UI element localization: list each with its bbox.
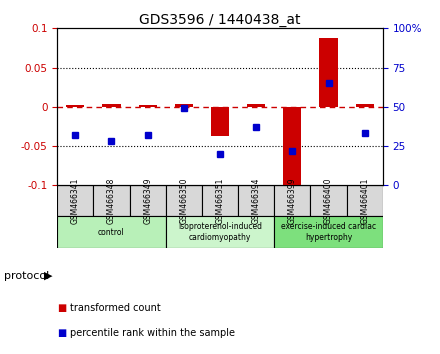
Bar: [129, 185, 166, 216]
Text: GSM466401: GSM466401: [360, 178, 369, 224]
Text: control: control: [98, 228, 125, 236]
Bar: [319, 38, 337, 107]
Bar: [166, 185, 202, 216]
Text: ▶: ▶: [44, 271, 52, 281]
Bar: [139, 105, 157, 107]
Bar: [356, 104, 374, 107]
Bar: [274, 216, 383, 248]
Bar: [66, 105, 84, 107]
Text: GSM466349: GSM466349: [143, 177, 152, 224]
Text: exercise-induced cardiac
hypertrophy: exercise-induced cardiac hypertrophy: [281, 222, 376, 242]
Text: transformed count: transformed count: [70, 303, 161, 313]
Text: ■: ■: [57, 328, 66, 338]
Bar: [347, 185, 383, 216]
Bar: [103, 104, 121, 107]
Text: GSM466351: GSM466351: [216, 178, 224, 224]
Bar: [311, 185, 347, 216]
Text: GSM466341: GSM466341: [71, 178, 80, 224]
Bar: [283, 107, 301, 197]
Text: GSM466400: GSM466400: [324, 177, 333, 224]
Bar: [166, 216, 274, 248]
Bar: [57, 216, 166, 248]
Bar: [211, 107, 229, 137]
Title: GDS3596 / 1440438_at: GDS3596 / 1440438_at: [139, 13, 301, 27]
Bar: [274, 185, 311, 216]
Text: GSM466394: GSM466394: [252, 177, 260, 224]
Text: GSM466348: GSM466348: [107, 178, 116, 224]
Text: protocol: protocol: [4, 271, 50, 281]
Bar: [238, 185, 274, 216]
Bar: [202, 185, 238, 216]
Bar: [57, 185, 93, 216]
Text: ■: ■: [57, 303, 66, 313]
Bar: [93, 185, 129, 216]
Text: isoproterenol-induced
cardiomyopathy: isoproterenol-induced cardiomyopathy: [178, 222, 262, 242]
Text: GSM466350: GSM466350: [180, 177, 188, 224]
Bar: [247, 104, 265, 107]
Text: percentile rank within the sample: percentile rank within the sample: [70, 328, 235, 338]
Bar: [175, 104, 193, 107]
Text: GSM466399: GSM466399: [288, 177, 297, 224]
